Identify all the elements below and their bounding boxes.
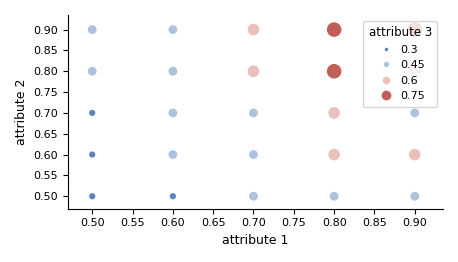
Point	[331, 28, 338, 32]
Point	[250, 194, 257, 198]
Point	[411, 194, 419, 198]
Point	[250, 152, 257, 157]
Point	[88, 28, 96, 32]
Point	[88, 69, 96, 73]
Point	[88, 111, 96, 115]
Point	[411, 111, 419, 115]
Point	[250, 69, 257, 73]
Point	[250, 111, 257, 115]
Point	[169, 111, 176, 115]
Point	[331, 69, 338, 73]
Point	[331, 194, 338, 198]
Point	[169, 152, 176, 157]
Y-axis label: attribute 2: attribute 2	[15, 79, 28, 145]
Point	[88, 194, 96, 198]
Point	[250, 28, 257, 32]
Point	[331, 152, 338, 157]
Point	[411, 69, 419, 73]
X-axis label: attribute 1: attribute 1	[222, 234, 289, 247]
Point	[411, 28, 419, 32]
Legend: 0.3, 0.45, 0.6, 0.75: 0.3, 0.45, 0.6, 0.75	[363, 20, 437, 107]
Point	[169, 28, 176, 32]
Point	[169, 194, 176, 198]
Point	[169, 69, 176, 73]
Point	[411, 152, 419, 157]
Point	[88, 152, 96, 157]
Point	[331, 111, 338, 115]
